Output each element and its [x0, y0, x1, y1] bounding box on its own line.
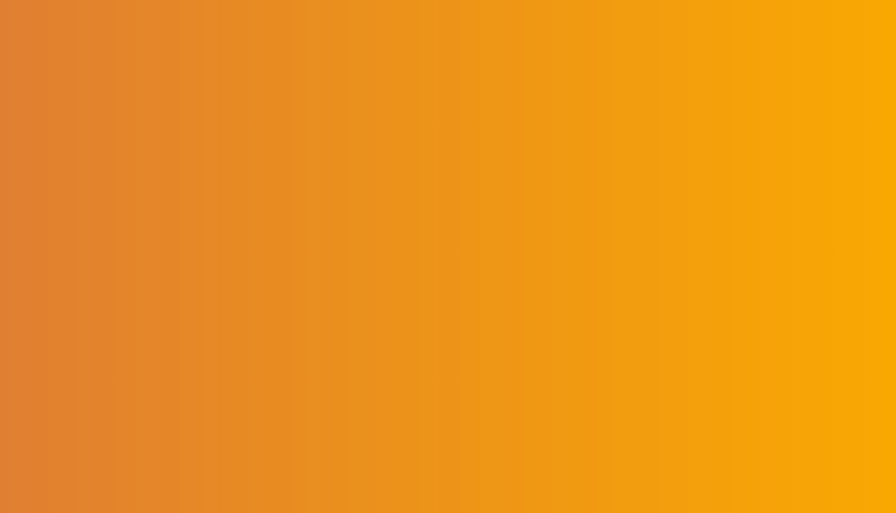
gradient-background: [0, 0, 896, 513]
